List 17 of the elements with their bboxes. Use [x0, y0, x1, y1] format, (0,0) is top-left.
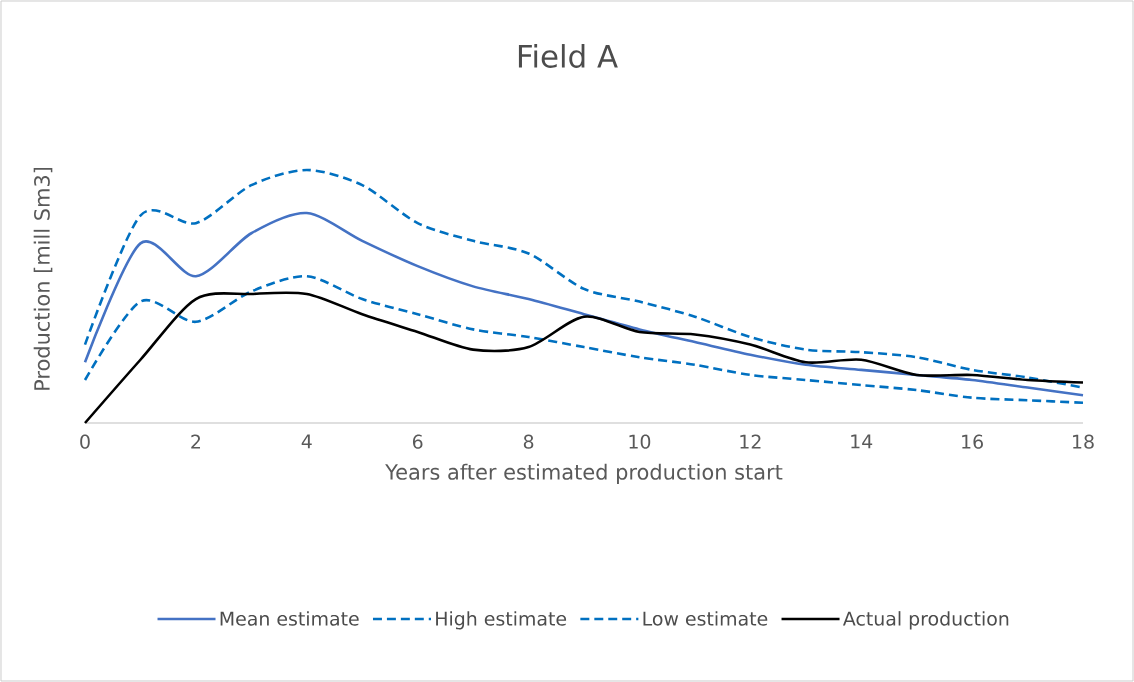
x-axis-title: Years after estimated production start — [385, 463, 783, 484]
x-tick-label: 8 — [523, 434, 534, 449]
legend-label: Low estimate — [643, 611, 768, 626]
x-tick-label: 12 — [740, 434, 761, 449]
chart-title: Field A — [518, 44, 618, 68]
x-tick-label: 4 — [301, 434, 312, 449]
y-axis-title: Production [mill Sm3] — [33, 167, 53, 390]
x-tick-label: 18 — [1073, 434, 1094, 449]
x-tick-label: 16 — [962, 434, 983, 449]
x-tick-label: 6 — [412, 434, 423, 449]
x-tick-label: 14 — [851, 434, 873, 449]
legend-label: Actual production — [842, 611, 1009, 630]
legend-label: High estimate — [436, 611, 567, 630]
legend-label: Mean estimate — [220, 611, 359, 626]
x-tick-label: 10 — [629, 434, 651, 449]
x-tick-label: 2 — [191, 434, 201, 449]
x-tick-label: 0 — [80, 434, 90, 449]
